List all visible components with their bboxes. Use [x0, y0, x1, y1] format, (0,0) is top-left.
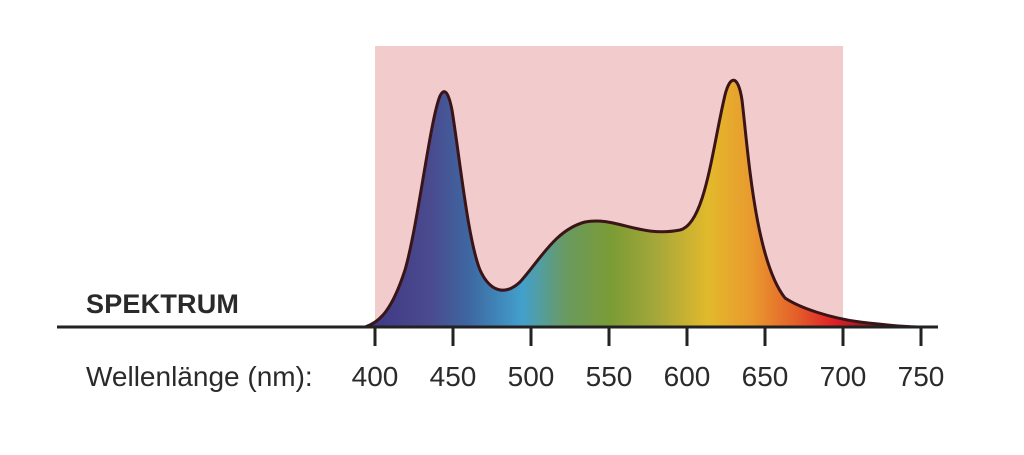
x-axis-label: Wellenlänge (nm):: [86, 361, 313, 392]
tick-label-700: 700: [819, 361, 867, 392]
tick-label-500: 500: [507, 361, 555, 392]
tick-label-450: 450: [429, 361, 477, 392]
spectrum-area: [363, 78, 923, 329]
tick-label-650: 650: [741, 361, 789, 392]
chart-title: SPEKTRUM: [86, 289, 240, 319]
tick-label-750: 750: [897, 361, 945, 392]
tick-label-600: 600: [663, 361, 711, 392]
tick-label-550: 550: [585, 361, 633, 392]
x-axis-ticks: [373, 327, 923, 346]
tick-label-400: 400: [351, 361, 399, 392]
